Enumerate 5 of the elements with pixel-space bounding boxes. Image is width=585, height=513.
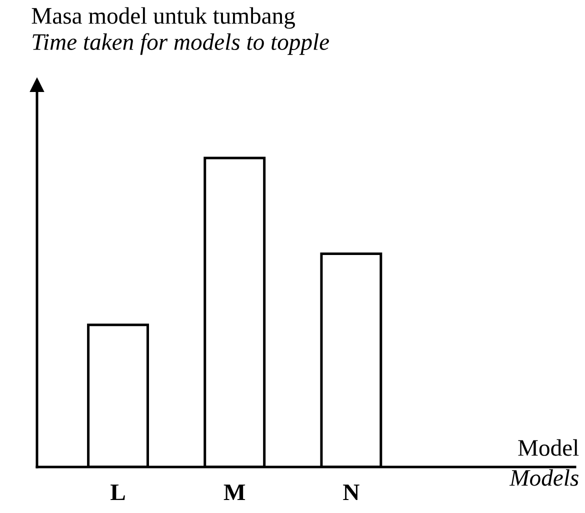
x-tick-label: L [110, 484, 125, 500]
x-tick-label: M [224, 484, 246, 500]
x-tick-label: N [343, 484, 360, 500]
y-axis-title: Masa model untuk tumbang Time taken for models to topple [32, 7, 330, 55]
x-axis-title: Model Models [509, 439, 579, 486]
